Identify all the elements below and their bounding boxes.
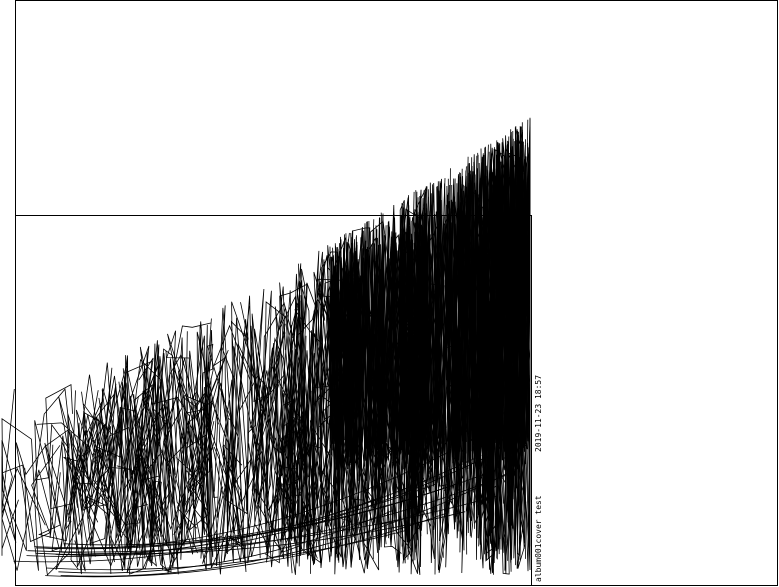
line-art-stroke [476, 156, 487, 453]
line-art-stroke [34, 390, 99, 576]
line-art-stroke [139, 400, 198, 529]
line-art-stroke [516, 139, 526, 470]
line-art-stroke [247, 295, 322, 564]
line-art-stroke [45, 529, 408, 571]
stamp-label: album001cover test [534, 495, 543, 582]
line-art-stroke [329, 275, 337, 465]
line-art-stroke [481, 140, 498, 453]
line-art-stroke [414, 202, 426, 447]
line-art-stroke [336, 264, 353, 462]
line-art-stroke [187, 361, 228, 569]
line-art-stroke [468, 154, 479, 455]
line-art-stroke [13, 454, 492, 563]
line-art-stroke [259, 307, 298, 568]
line-art-stroke [226, 317, 289, 560]
line-art-stroke [34, 388, 94, 572]
line-art-stroke [260, 250, 320, 553]
line-art-stroke [445, 178, 462, 469]
line-art-stroke [379, 215, 386, 445]
line-art-stroke [214, 307, 275, 557]
line-art-stroke [309, 269, 331, 516]
line-art-stroke [358, 220, 371, 461]
line-art-stroke [173, 370, 215, 535]
line-art-stroke [60, 409, 122, 553]
line-art-stroke [198, 305, 243, 559]
line-art-stroke [63, 484, 436, 546]
line-art-stroke [418, 203, 436, 465]
line-art-stroke [402, 242, 419, 557]
line-art-stroke [60, 468, 517, 577]
line-art-stroke [27, 495, 499, 553]
line-art-stroke [35, 495, 384, 555]
line-art-stroke [383, 223, 403, 465]
line-art-stroke [229, 302, 249, 573]
line-art [1, 117, 531, 578]
line-art-stroke [279, 263, 309, 547]
line-art-stroke [364, 217, 383, 466]
line-art-stroke [291, 261, 325, 560]
line-art-stroke [427, 182, 445, 449]
line-art-stroke [142, 343, 230, 568]
line-art-stroke [400, 195, 409, 455]
line-art-stroke [143, 322, 212, 444]
line-art-stroke [454, 176, 464, 452]
line-art-stroke [58, 510, 394, 574]
line-art-stroke [1, 439, 61, 571]
line-art-stroke [35, 450, 451, 550]
line-art-stroke [189, 377, 240, 571]
line-art-stroke [511, 135, 522, 447]
line-art-stroke [202, 343, 239, 562]
line-art-stroke [70, 401, 112, 567]
line-art-stroke [148, 350, 179, 575]
line-art-stroke [264, 239, 349, 564]
line-art-stroke [152, 352, 201, 555]
stamp-timestamp: 2019-11-23 18:57 [534, 375, 543, 452]
line-art-stroke [184, 324, 252, 558]
line-art-stroke [139, 340, 183, 564]
line-art-stroke [104, 344, 197, 542]
inner-frame [15, 215, 532, 586]
line-art-stroke [75, 416, 111, 507]
line-art-stroke [289, 251, 339, 541]
plot-stamp: album001cover test 2019-11-23 18:57 [534, 375, 543, 582]
line-art-stroke [249, 290, 280, 486]
line-art-stroke [15, 429, 72, 549]
line-art-stroke [348, 248, 365, 451]
line-art-stroke [500, 129, 512, 448]
line-art-stroke [275, 302, 323, 559]
line-art-stroke [116, 443, 175, 567]
line-art-stroke [380, 212, 401, 461]
line-art-stroke [202, 463, 245, 567]
line-art-stroke [34, 482, 459, 549]
line-art-stroke [290, 263, 307, 557]
line-art-stroke [279, 268, 310, 553]
line-art-stroke [45, 512, 448, 578]
line-art-stroke [109, 395, 170, 567]
line-art-stroke [491, 161, 502, 469]
